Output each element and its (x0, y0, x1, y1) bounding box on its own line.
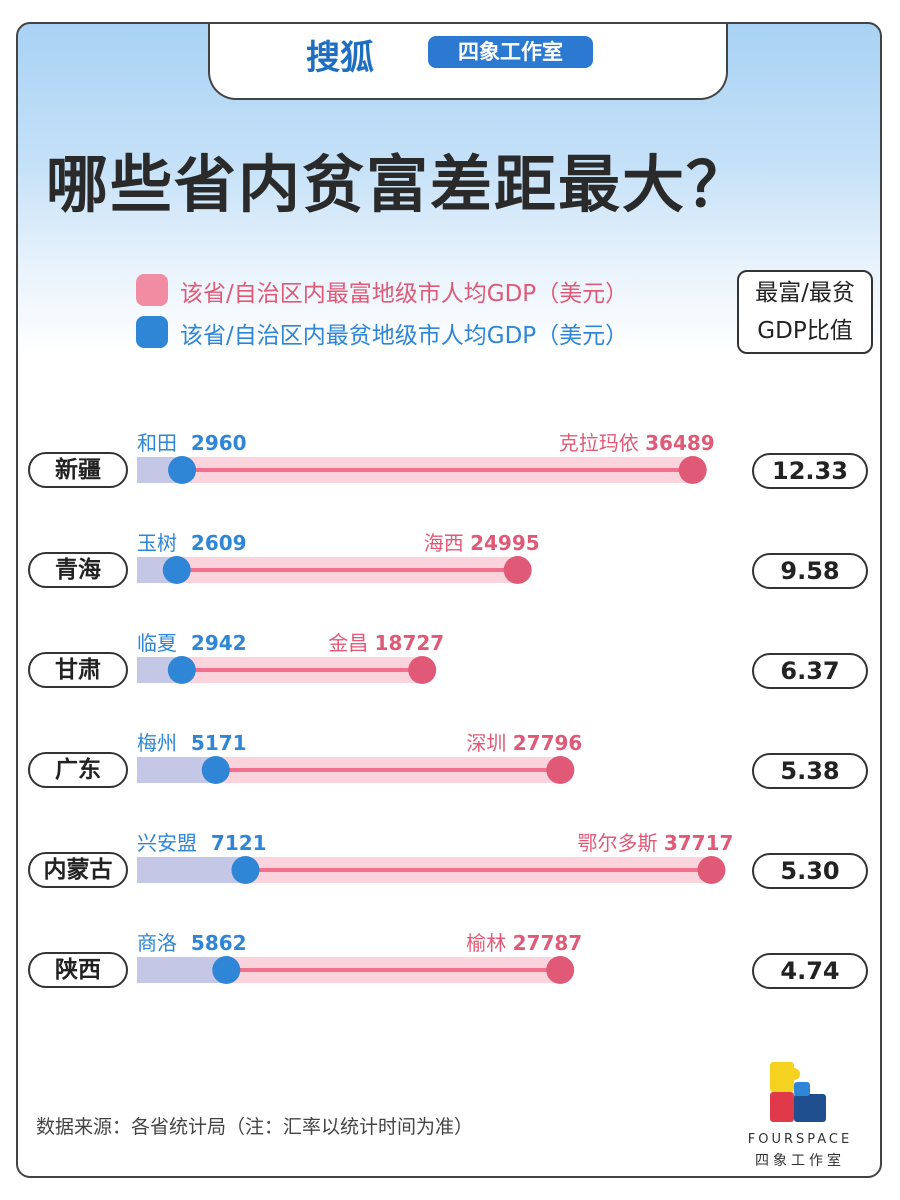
logo-wordmark: FOURSPACE (747, 1132, 853, 1147)
legend-poor-swatch (136, 316, 168, 348)
rich-city-label: 金昌 18727 (328, 627, 444, 656)
poor-city-label: 梅州 5171 (137, 727, 247, 756)
poor-city-name: 商洛 (137, 931, 177, 955)
rich-city-name: 海西 (423, 531, 471, 555)
poor-city-name: 和田 (137, 431, 177, 455)
poor-city-value: 5862 (177, 931, 247, 955)
rich-city-label: 海西 24995 (424, 527, 540, 556)
gdp-ratio-value: 4.74 (752, 953, 868, 989)
legend-rich-swatch (136, 274, 168, 306)
poor-city-value: 2942 (177, 631, 247, 655)
rich-city-name: 金昌 (328, 631, 375, 655)
legend-poor-label: 该省/自治区内最贫地级市人均GDP（美元） (180, 323, 629, 349)
rich-city-value: 27787 (512, 931, 583, 955)
rich-city-value: 24995 (470, 531, 540, 555)
rich-city-value: 36489 (645, 431, 715, 455)
rich-city-name: 深圳 (466, 731, 513, 755)
province-label: 甘肃 (28, 652, 128, 688)
rich-city-label: 克拉玛依 36489 (559, 427, 715, 456)
gdp-ratio-value: 6.37 (752, 653, 868, 689)
rich-city-value: 37717 (663, 831, 734, 855)
rich-city-label: 榆林 27787 (466, 927, 582, 956)
ratio-header-line1: 最富/最贫 (755, 280, 855, 306)
data-source-note: 数据来源：各省统计局（注：汇率以统计时间为准） (36, 1116, 474, 1138)
gdp-ratio-value: 5.30 (752, 853, 868, 889)
poor-city-value: 7121 (197, 831, 267, 855)
ratio-header-line2: GDP比值 (757, 318, 853, 344)
poor-city-label: 和田 2960 (137, 427, 247, 456)
ratio-header: 最富/最贫 GDP比值 (737, 270, 873, 354)
rich-city-name: 克拉玛依 (558, 431, 646, 455)
province-label: 陕西 (28, 952, 128, 988)
legend-rich-label: 该省/自治区内最富地级市人均GDP（美元） (180, 281, 629, 307)
poor-city-label: 商洛 5862 (137, 927, 247, 956)
logo-subtitle: 四象工作室 (755, 1153, 845, 1169)
poor-city-name: 兴安盟 (137, 831, 197, 855)
poor-city-label: 临夏 2942 (137, 627, 247, 656)
rich-city-value: 18727 (374, 631, 445, 655)
rich-city-label: 深圳 27796 (466, 727, 582, 756)
rich-city-name: 榆林 (466, 931, 513, 955)
rich-city-label: 鄂尔多斯 37717 (577, 827, 733, 856)
gdp-ratio-value: 9.58 (752, 553, 868, 589)
fourspace-logo (770, 1062, 826, 1122)
poor-city-name: 临夏 (137, 631, 177, 655)
province-label: 内蒙古 (28, 852, 128, 888)
poor-city-value: 2960 (177, 431, 247, 455)
gdp-ratio-value: 12.33 (752, 453, 868, 489)
province-label: 青海 (28, 552, 128, 588)
gdp-ratio-value: 5.38 (752, 753, 868, 789)
rich-city-value: 27796 (512, 731, 583, 755)
poor-city-name: 梅州 (137, 731, 177, 755)
poor-city-label: 玉树 2609 (137, 527, 247, 556)
infographic-frame (16, 22, 882, 1178)
poor-city-label: 兴安盟 7121 (137, 827, 267, 856)
rich-city-name: 鄂尔多斯 (577, 831, 664, 855)
sohu-brand: 搜狐 (306, 38, 374, 78)
page-title: 哪些省内贫富差距最大？ (46, 148, 751, 221)
poor-city-value: 5171 (177, 731, 247, 755)
province-label: 广东 (28, 752, 128, 788)
poor-city-name: 玉树 (137, 531, 177, 555)
province-label: 新疆 (28, 452, 128, 488)
poor-city-value: 2609 (177, 531, 247, 555)
studio-badge: 四象工作室 (428, 36, 593, 68)
